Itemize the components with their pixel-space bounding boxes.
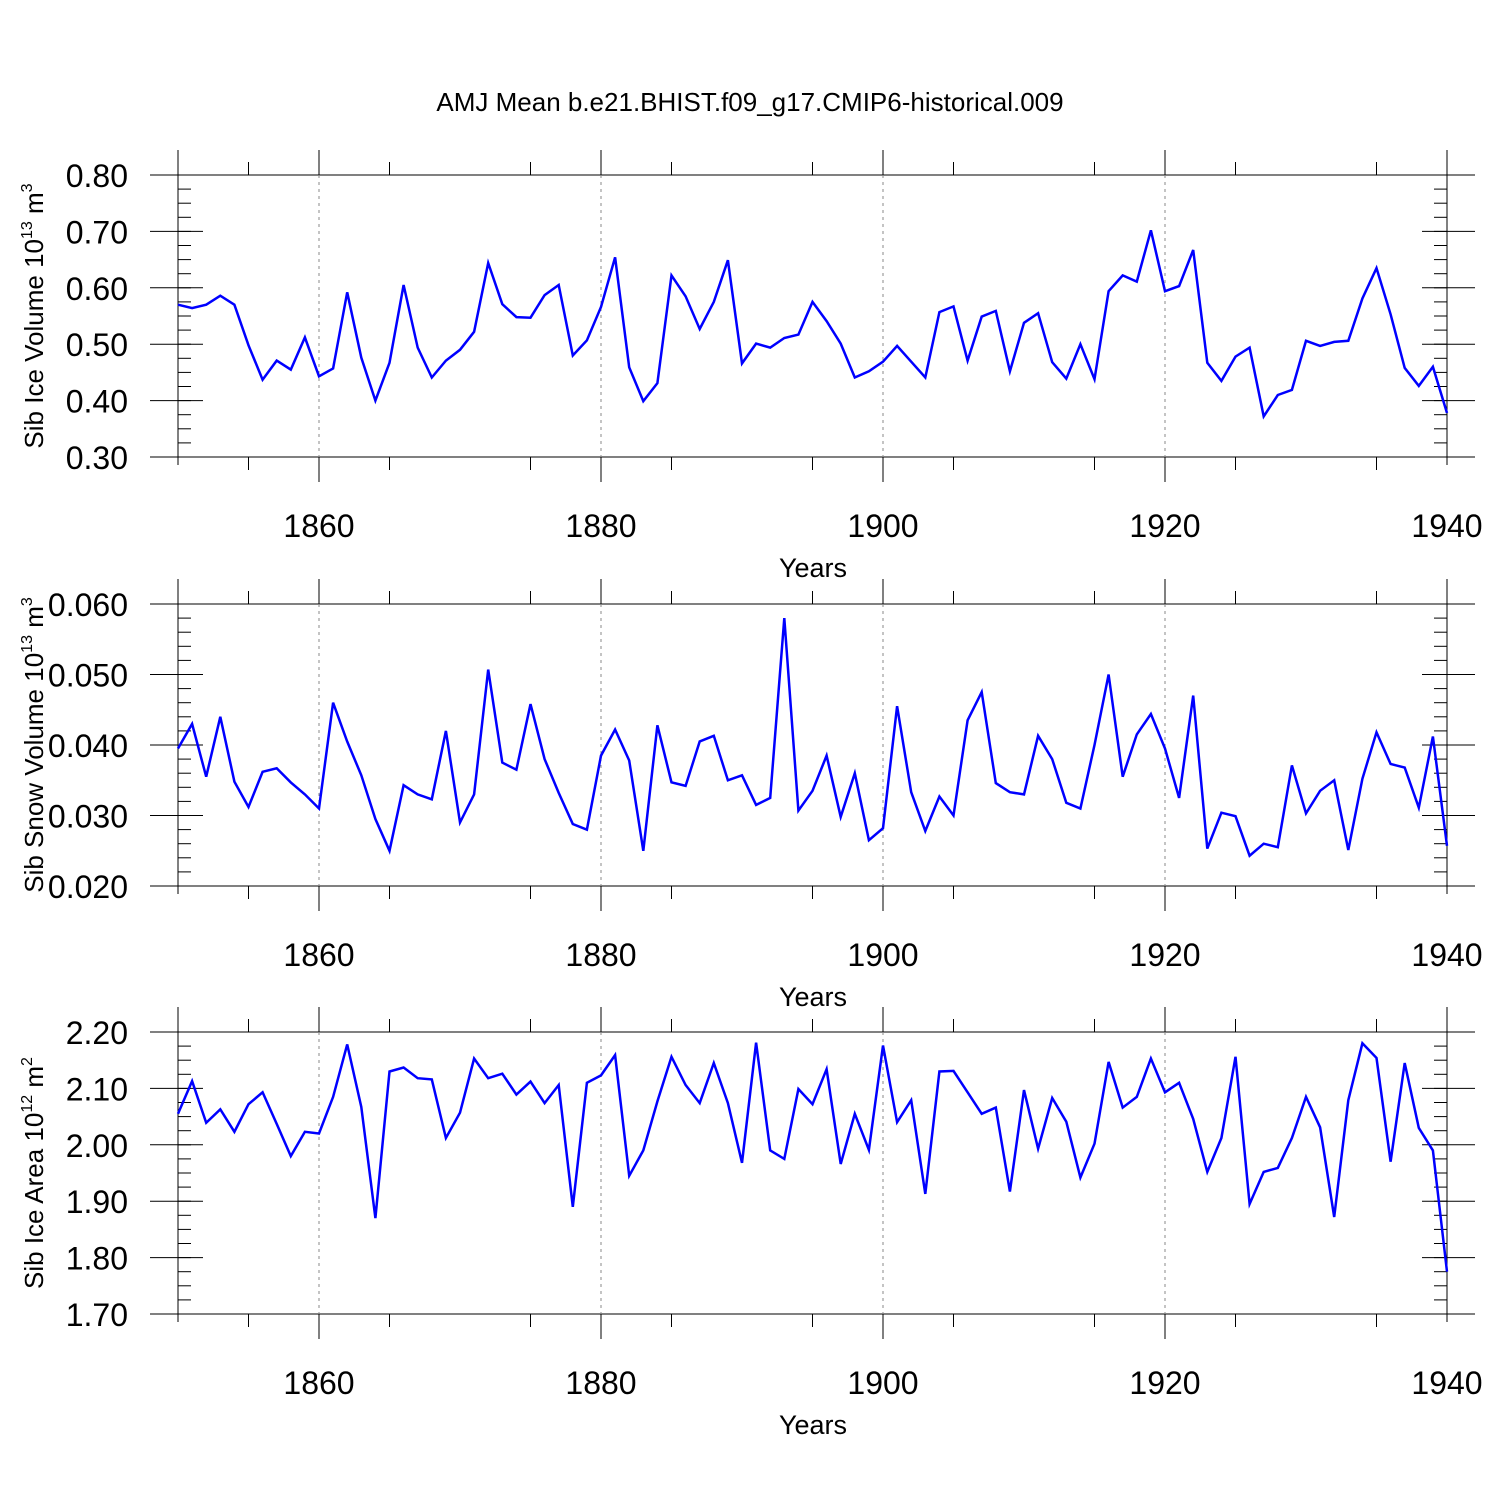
panel-3: 1860 1880 1900 1920 1940 1.70 1.80 1.90 2.00 2.10… xyxy=(19,1007,1483,1440)
x-tick-label: 1880 xyxy=(565,937,636,973)
x-tick-label: 1920 xyxy=(1129,508,1200,544)
x-tick-label: 1880 xyxy=(565,1365,636,1401)
y-tick-label: 0.40 xyxy=(66,384,128,420)
y-tick-label: 2.20 xyxy=(66,1015,128,1051)
y-tick-label: 0.060 xyxy=(48,587,128,623)
y-tick-label: 0.050 xyxy=(48,658,128,694)
y-axis-label: Sib Ice Volume 1013 m3 xyxy=(19,183,49,448)
y-tick-label: 2.10 xyxy=(66,1071,128,1107)
y-tick-label: 0.50 xyxy=(66,327,128,363)
panel-2: 1860 1880 1900 1920 1940 0.020 0.030 0.040 0.050… xyxy=(19,579,1483,1012)
x-tick-label: 1860 xyxy=(283,937,354,973)
chart-title: AMJ Mean b.e21.BHIST.f09_g17.CMIP6-histo… xyxy=(436,87,1063,117)
x-tick-label: 1860 xyxy=(283,508,354,544)
x-axis-label: Years xyxy=(779,553,847,583)
y-tick-label: 0.020 xyxy=(48,869,128,905)
x-tick-label: 1900 xyxy=(847,937,918,973)
series-line xyxy=(176,618,1449,858)
x-tick-label: 1900 xyxy=(847,1365,918,1401)
x-axis-label: Years xyxy=(779,982,847,1012)
y-tick-label: 0.040 xyxy=(48,728,128,764)
y-tick-label: 1.90 xyxy=(66,1184,128,1220)
x-tick-label: 1940 xyxy=(1411,1365,1482,1401)
x-tick-label: 1940 xyxy=(1411,937,1482,973)
x-tick-label: 1920 xyxy=(1129,937,1200,973)
x-tick-label: 1900 xyxy=(847,508,918,544)
y-tick-label: 0.70 xyxy=(66,214,128,250)
panels: 1860 1880 1900 1920 1940 0.30 0.40 0.50 0.60 0.70… xyxy=(19,150,1483,1440)
series-line xyxy=(176,1040,1449,1272)
x-tick-label: 1920 xyxy=(1129,1365,1200,1401)
y-tick-label: 1.70 xyxy=(66,1297,128,1333)
y-tick-label: 0.30 xyxy=(66,440,128,476)
y-tick-label: 0.030 xyxy=(48,799,128,835)
y-tick-label: 0.60 xyxy=(66,271,128,307)
y-axis-label: Sib Snow Volume 1013 m3 xyxy=(19,597,49,893)
series-line xyxy=(177,229,1449,420)
x-tick-label: 1860 xyxy=(283,1365,354,1401)
y-tick-label: 1.80 xyxy=(66,1241,128,1277)
x-tick-label: 1940 xyxy=(1411,508,1482,544)
panel-1: 1860 1880 1900 1920 1940 0.30 0.40 0.50 0.60 0.70… xyxy=(19,150,1483,583)
y-tick-label: 0.80 xyxy=(66,158,128,194)
x-axis-label: Years xyxy=(779,1410,847,1440)
x-tick-label: 1880 xyxy=(565,508,636,544)
y-tick-label: 2.00 xyxy=(66,1128,128,1164)
y-axis-label: Sib Ice Area 1012 m2 xyxy=(19,1057,49,1289)
